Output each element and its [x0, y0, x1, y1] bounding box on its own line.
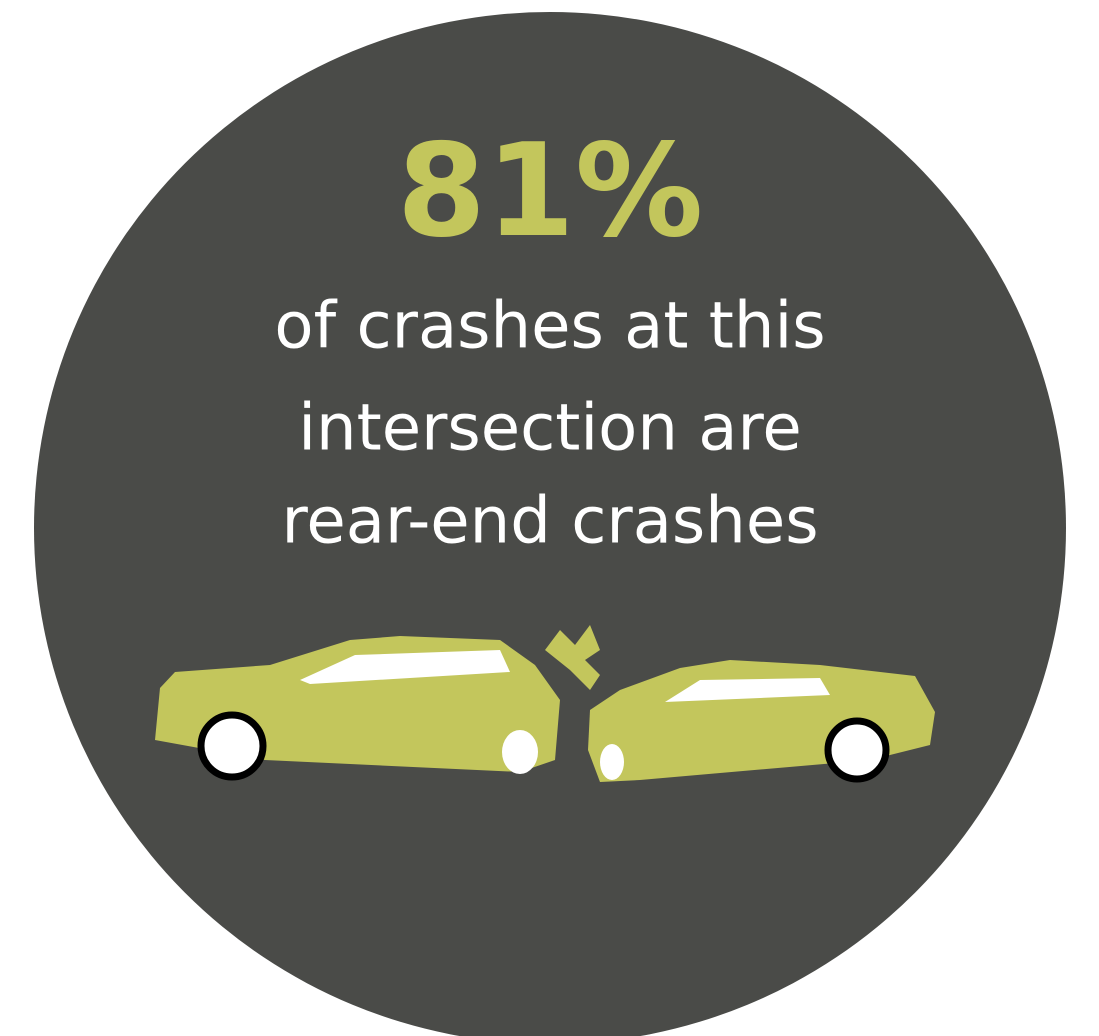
left-window: [300, 650, 510, 684]
description-line: intersection are: [298, 392, 801, 466]
description-line: rear-end crashes: [281, 485, 818, 559]
wheel: [824, 717, 890, 783]
stat: 81%: [397, 117, 703, 266]
right-headlight: [600, 744, 624, 780]
crash-illustration: [155, 625, 935, 783]
impact-burst: [545, 625, 600, 690]
wheel: [197, 711, 267, 781]
left-headlight: [502, 730, 538, 774]
right-window: [665, 678, 830, 702]
description-line: of crashes at this: [274, 290, 825, 364]
background-circle: [34, 12, 1066, 1036]
